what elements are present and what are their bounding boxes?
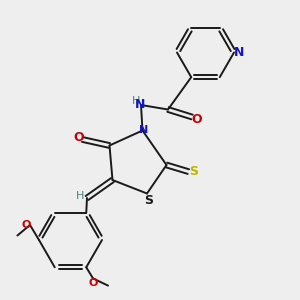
Text: N: N (139, 124, 148, 135)
Text: S: S (144, 194, 153, 207)
Text: S: S (189, 165, 198, 178)
Text: N: N (234, 46, 244, 59)
Text: O: O (89, 278, 98, 288)
Text: O: O (191, 113, 202, 126)
Text: H: H (132, 96, 140, 106)
Text: N: N (135, 98, 145, 111)
Text: H: H (76, 190, 85, 201)
Text: O: O (21, 220, 31, 230)
Text: O: O (73, 131, 84, 144)
